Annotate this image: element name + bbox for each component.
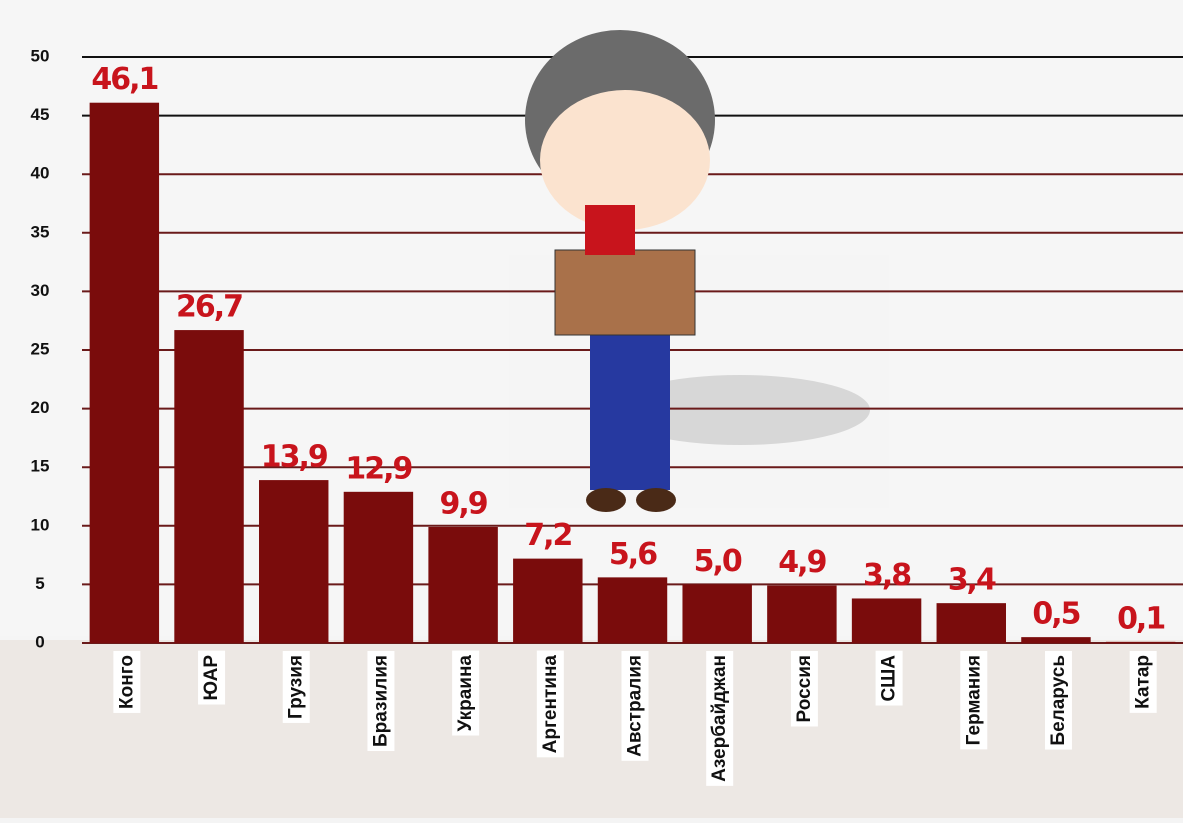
value-label: 0,5: [1032, 597, 1079, 632]
bar: [174, 330, 243, 643]
x-tick-label: Бразилия: [370, 655, 391, 747]
bar: [598, 577, 667, 643]
box: [555, 250, 695, 335]
y-tick-label: 40: [31, 164, 50, 183]
bar: [90, 103, 159, 643]
value-label: 26,7: [176, 290, 242, 325]
x-tick: Азербайджан: [706, 651, 733, 786]
y-tick-label: 45: [31, 105, 50, 124]
bar: [259, 480, 328, 643]
x-tick: ЮАР: [198, 651, 225, 705]
bar: [852, 598, 921, 643]
legs: [590, 330, 670, 490]
x-tick: Конго: [113, 651, 140, 713]
value-label: 9,9: [440, 486, 487, 521]
crowd-area: [0, 640, 1183, 818]
shoe: [636, 488, 676, 512]
x-tick: Катар: [1130, 651, 1157, 713]
bar: [1021, 637, 1090, 643]
value-label: 4,9: [778, 545, 825, 580]
x-tick: Бразилия: [367, 651, 394, 751]
x-tick-label: Азербайджан: [709, 655, 730, 782]
x-tick: Грузия: [283, 651, 310, 723]
y-tick-label: 35: [31, 222, 50, 241]
x-tick: Россия: [791, 651, 818, 726]
chart: 0 5 10 15 20 25 30 35 40 45 50 46,1 Конго 26,7 ЮАР 13,9…: [0, 0, 1183, 818]
x-tick: Австралия: [622, 651, 649, 761]
value-label: 12,9: [345, 451, 411, 486]
y-tick-label: 15: [31, 457, 50, 476]
bar: [937, 603, 1006, 643]
value-label: 5,6: [609, 537, 657, 572]
bar: [428, 527, 497, 643]
value-label: 46,1: [91, 62, 157, 97]
bar: [767, 586, 836, 643]
value-label: 7,2: [524, 518, 571, 553]
x-tick: Беларусь: [1045, 651, 1072, 750]
bar: [1106, 642, 1175, 643]
x-tick: Германия: [960, 651, 987, 749]
x-tick: Аргентина: [537, 651, 564, 758]
x-tick-label: Украина: [455, 655, 476, 732]
x-tick-label: Германия: [963, 655, 984, 745]
y-tick-label: 30: [31, 281, 50, 300]
x-tick-label: Россия: [794, 655, 815, 722]
value-label: 5,0: [694, 544, 742, 579]
x-tick-label: Катар: [1133, 655, 1154, 709]
y-tick-label: 20: [31, 398, 50, 417]
y-tick-label: 0: [35, 632, 44, 651]
x-tick-label: ЮАР: [201, 655, 222, 701]
x-tick-label: Конго: [116, 655, 137, 709]
x-tick-label: США: [879, 655, 900, 702]
x-tick: США: [876, 651, 903, 706]
y-tick-label: 25: [31, 339, 50, 358]
x-tick-label: Беларусь: [1048, 655, 1069, 746]
value-label: 3,4: [948, 563, 996, 598]
value-label: 0,1: [1117, 601, 1164, 636]
frame: [585, 205, 635, 255]
value-label: 13,9: [261, 440, 327, 475]
y-tick-label: 10: [31, 515, 50, 534]
page: {"chart_data": {"type": "bar", "categori…: [0, 0, 1183, 818]
x-tick-label: Аргентина: [540, 655, 561, 754]
x-tick: Украина: [452, 651, 479, 736]
x-tick-label: Грузия: [286, 655, 307, 719]
bar: [344, 492, 413, 643]
bar: [513, 559, 582, 643]
shoe: [586, 488, 626, 512]
y-tick-label: 50: [31, 46, 50, 65]
x-tick-label: Австралия: [625, 655, 646, 757]
bar: [682, 584, 751, 643]
y-tick-label: 5: [35, 574, 44, 593]
value-label: 3,8: [863, 558, 911, 593]
